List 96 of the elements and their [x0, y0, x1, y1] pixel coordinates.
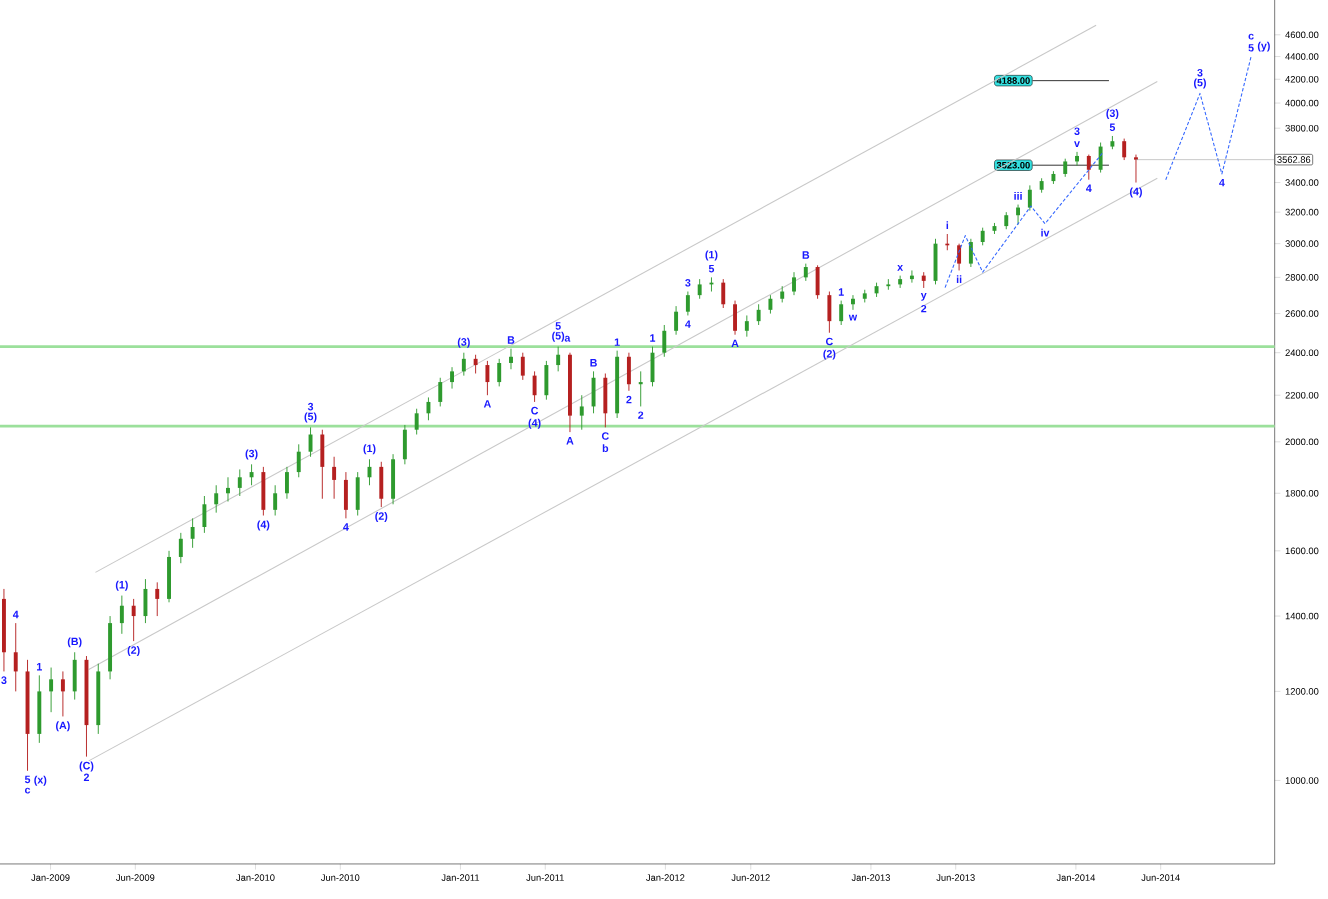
annotation: (2) [127, 646, 140, 657]
annotation: B [802, 251, 810, 259]
y-tick-label: 1800.00 [1285, 489, 1319, 497]
x-tick-label: Jan-2013 [851, 874, 890, 881]
annotation: 1 [614, 338, 620, 346]
y-tick-label: 2400.00 [1285, 349, 1319, 356]
y-tick-label: 1400.00 [1285, 612, 1319, 620]
annotation: 5 [1248, 44, 1254, 52]
x-tick-label: Jan-2010 [236, 874, 275, 881]
x-tick-label: Jun-2009 [116, 874, 155, 881]
annotation: (3) [245, 449, 258, 460]
y-tick-label: 1200.00 [1285, 688, 1319, 695]
ref-line-label: 4188.00 [996, 77, 1030, 84]
annotation: 5 [24, 775, 31, 784]
annotation: (y) [1257, 41, 1270, 52]
annotation: 4 [343, 523, 349, 531]
x-tick-label: Jun-2010 [320, 874, 360, 881]
annotation: (B) [67, 637, 82, 648]
annotation: 4 [685, 320, 691, 328]
y-tick-label: 4400.00 [1285, 53, 1319, 60]
annotation: (5) [1194, 78, 1206, 89]
x-tick-label: Jun-2012 [731, 874, 770, 881]
annotation: (2) [823, 349, 836, 360]
y-tick-label: 2000.00 [1285, 438, 1319, 446]
y-tick-label: 3400.00 [1285, 179, 1319, 186]
annotation: (3) [1106, 109, 1119, 120]
annotation: i [946, 221, 949, 230]
annotation: c [24, 787, 31, 794]
annotation: (4) [528, 418, 541, 429]
annotation: (1) [363, 444, 376, 455]
annotation: 2 [83, 773, 90, 782]
annotation: 1 [838, 288, 844, 296]
annotation: 4 [1086, 184, 1092, 192]
annotation: 4 [12, 610, 19, 619]
annotation: 1 [37, 663, 42, 671]
annotation: C [531, 406, 539, 415]
annotation: (C) [79, 761, 94, 772]
annotation: A [483, 400, 491, 408]
annotation: (A) [56, 721, 70, 732]
annotation: (x) [34, 775, 47, 786]
annotation: 2 [638, 411, 644, 419]
annotation: 1 [650, 334, 656, 342]
annotation: C [601, 432, 609, 440]
annotation: (4) [1129, 187, 1142, 198]
annotation: y [920, 292, 927, 301]
x-tick-label: Jun-2013 [936, 874, 975, 881]
annotation: 3 [685, 279, 691, 287]
annotation: 3562.86 [1277, 156, 1311, 163]
y-tick-label: 3200.00 [1285, 208, 1319, 216]
annotation: (3) [457, 337, 470, 348]
y-tick-label: 2200.00 [1285, 391, 1319, 399]
annotation: 5 [708, 265, 715, 273]
x-tick-label: Jun-2014 [1141, 874, 1180, 881]
annotation: A [731, 339, 739, 347]
x-tick-label: Jan-2011 [441, 874, 480, 881]
annotation: 3 [1197, 68, 1203, 77]
annotation: iii [1014, 191, 1022, 200]
x-tick-label: Jan-2012 [646, 874, 685, 881]
y-tick-label: 4600.00 [1285, 31, 1319, 39]
y-tick-label: 2800.00 [1285, 274, 1319, 281]
annotation: iv [1041, 228, 1050, 237]
annotation: a [564, 335, 571, 342]
y-tick-label: 3000.00 [1285, 240, 1319, 247]
annotation: 3 [307, 402, 314, 411]
annotation: 2 [626, 395, 632, 404]
annotation: 2 [921, 304, 927, 313]
annotation: 3 [1, 676, 7, 684]
annotation: 4 [1219, 178, 1225, 187]
x-tick-label: Jun-2011 [526, 874, 564, 881]
y-tick-label: 4200.00 [1285, 75, 1319, 83]
annotation: (1) [705, 250, 718, 261]
y-tick-label: 3800.00 [1285, 124, 1319, 132]
x-tick-label: Jan-2014 [1056, 874, 1096, 881]
annotation: B [507, 336, 515, 344]
annotation: C [825, 337, 833, 346]
annotation: w [848, 314, 858, 321]
annotation: B [590, 359, 597, 367]
annotation: x [897, 265, 904, 271]
annotation: ii [956, 275, 962, 284]
annotation: 3 [1074, 127, 1080, 135]
annotation: v [1074, 141, 1080, 147]
y-tick-label: 4000.00 [1285, 99, 1319, 107]
annotation: 5 [1109, 123, 1116, 132]
annotation: b [602, 444, 609, 453]
y-tick-label: 1600.00 [1285, 547, 1319, 555]
annotation: (5) [304, 412, 317, 423]
y-tick-label: 2600.00 [1285, 310, 1319, 317]
x-tick-label: Jan-2009 [31, 874, 70, 881]
annotation: A [566, 437, 574, 445]
annotation: 5 [555, 322, 561, 330]
y-tick-label: 1000.00 [1285, 777, 1319, 784]
annotation: (4) [257, 520, 270, 531]
annotation: (2) [375, 512, 388, 522]
annotation: (5) [552, 331, 565, 342]
annotation: c [1248, 33, 1254, 40]
annotation: (1) [115, 580, 128, 591]
